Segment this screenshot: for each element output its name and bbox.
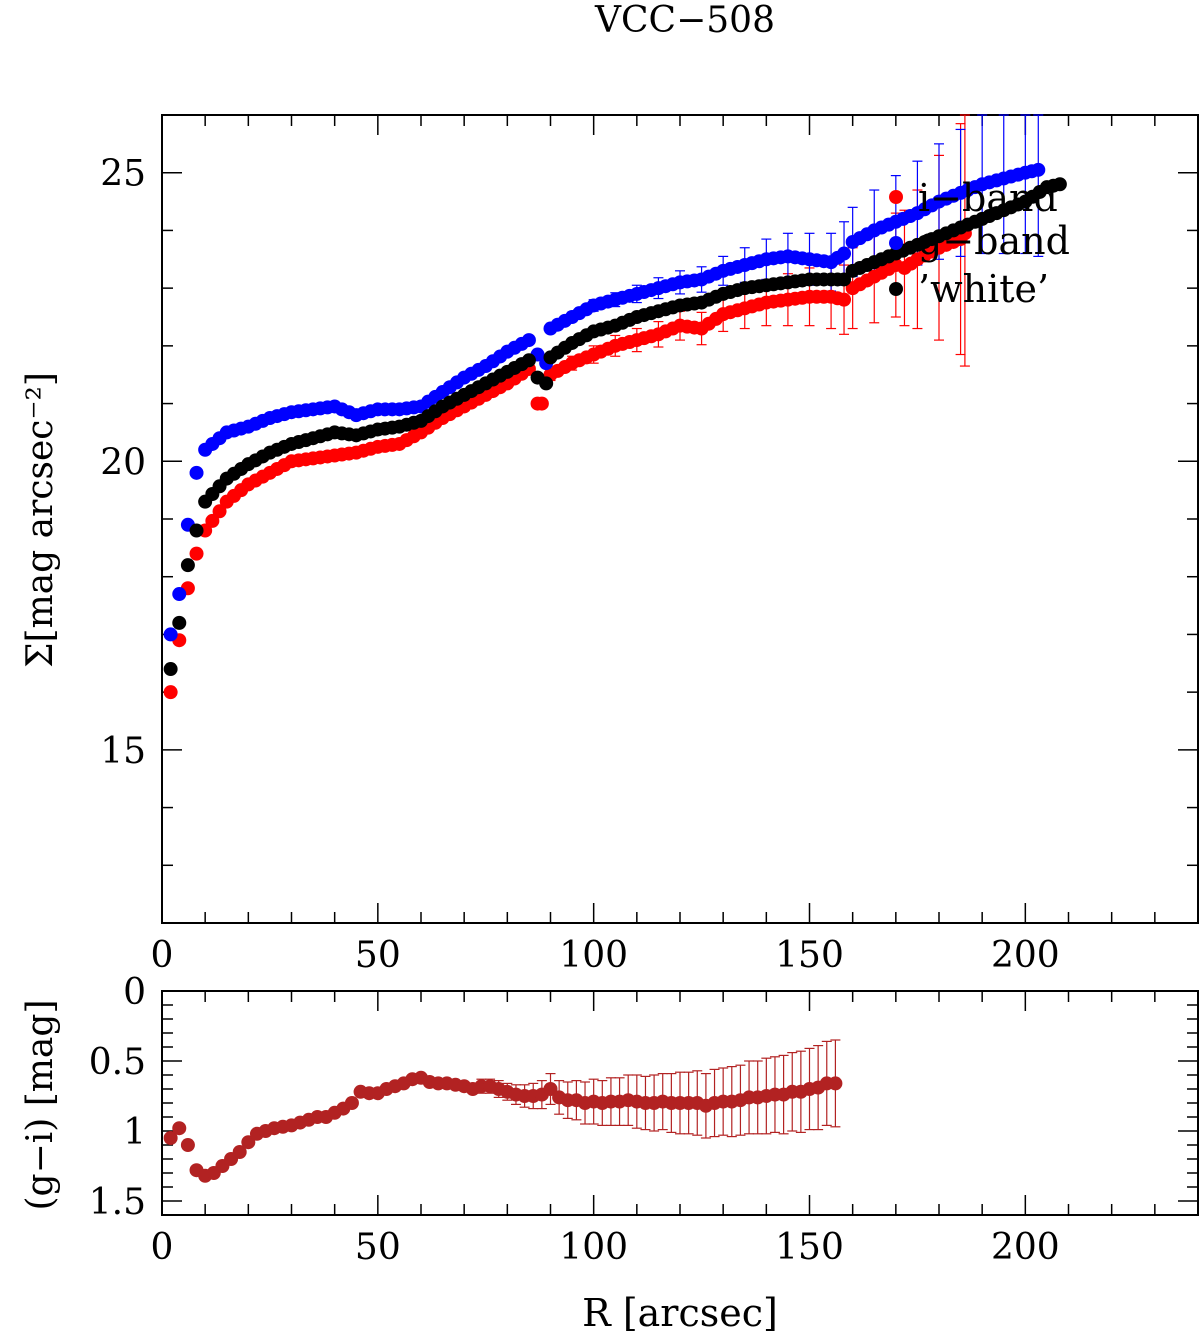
- data-point-g-i: [543, 1082, 558, 1096]
- x-axis-label: R [arcsec]: [582, 1291, 778, 1335]
- bottom-axis-tick-labels: 0 50 100 150 200 0 0.5 1 1.5: [89, 972, 1060, 1268]
- data-point-g-i: [163, 1131, 178, 1145]
- legend-marker-g-band: [889, 236, 903, 250]
- data-point--white-: [837, 272, 852, 287]
- legend-label-g-band: g−band: [918, 219, 1070, 263]
- x-tick-label: 200: [991, 1227, 1060, 1268]
- data-point-g-i: [241, 1135, 256, 1150]
- data-point--white-: [180, 558, 195, 573]
- x-tick-label: 50: [355, 1227, 401, 1268]
- data-point--white-: [539, 376, 554, 391]
- data-point-g-i: [172, 1121, 187, 1136]
- data-point-g-band: [521, 333, 536, 348]
- bottom-y-axis-label: (g−i) [mag]: [20, 1000, 61, 1211]
- data-point-g-i: [232, 1145, 247, 1159]
- data-point-g-band: [1031, 162, 1046, 177]
- y-tick-label: 15: [100, 731, 146, 772]
- y-tick-label: 20: [100, 442, 146, 483]
- legend-marker-i-band: [889, 190, 903, 204]
- data-point--white-: [1052, 177, 1067, 192]
- top-y-axis-label: Σ[mag arcsec⁻²]: [20, 372, 61, 668]
- data-point--white-: [163, 662, 178, 677]
- data-point-g-i: [180, 1138, 195, 1152]
- x-tick-label: 100: [559, 1227, 628, 1268]
- top-axis-tick-labels: 0 50 100 150 200 15 20 25: [100, 154, 1060, 976]
- data-point-g-band: [189, 465, 204, 480]
- y-tick-label: 1: [123, 1112, 146, 1153]
- y-tick-label: 25: [100, 154, 146, 195]
- surface-brightness-panel: 0 50 100 150 200 15 20 25 Σ[mag arcsec⁻²] i−ban…: [20, 114, 1199, 976]
- chart-title: VCC−508: [594, 0, 775, 41]
- legend-marker-white: [889, 282, 903, 296]
- data-point--white-: [189, 523, 204, 538]
- bottom-data-points: [163, 1070, 843, 1183]
- legend: i−band g−band ’white’: [889, 176, 1070, 311]
- x-tick-label: 0: [151, 935, 174, 976]
- data-point-g-i: [344, 1096, 359, 1110]
- data-point--white-: [172, 615, 187, 630]
- data-point-g-band: [172, 587, 187, 602]
- data-point--white-: [521, 353, 536, 368]
- x-tick-label: 50: [355, 935, 401, 976]
- legend-label-white: ’white’: [918, 267, 1049, 311]
- top-data-points: [163, 162, 1067, 700]
- data-point-i-band: [163, 685, 178, 700]
- y-tick-label: 0: [123, 972, 146, 1013]
- y-tick-label: 1.5: [89, 1182, 146, 1223]
- data-point-i-band: [837, 292, 852, 307]
- x-tick-label: 200: [991, 935, 1060, 976]
- x-tick-label: 150: [775, 1227, 844, 1268]
- data-point-g-band: [837, 246, 852, 261]
- data-point-g-i: [828, 1076, 843, 1091]
- data-point-i-band: [205, 513, 220, 528]
- data-point-i-band: [534, 396, 549, 411]
- bottom-axis-ticks: [161, 990, 1199, 1216]
- color-profile-panel: 0 50 100 150 200 0 0.5 1 1.5 (g−i) [mag] R [arcs…: [20, 972, 1199, 1335]
- x-tick-label: 150: [775, 935, 844, 976]
- y-tick-label: 0.5: [89, 1042, 146, 1083]
- data-point-i-band: [212, 504, 227, 519]
- data-point-g-band: [163, 627, 178, 642]
- legend-label-i-band: i−band: [918, 176, 1058, 220]
- x-tick-label: 0: [151, 1227, 174, 1268]
- data-point-i-band: [189, 546, 204, 561]
- x-tick-label: 100: [559, 935, 628, 976]
